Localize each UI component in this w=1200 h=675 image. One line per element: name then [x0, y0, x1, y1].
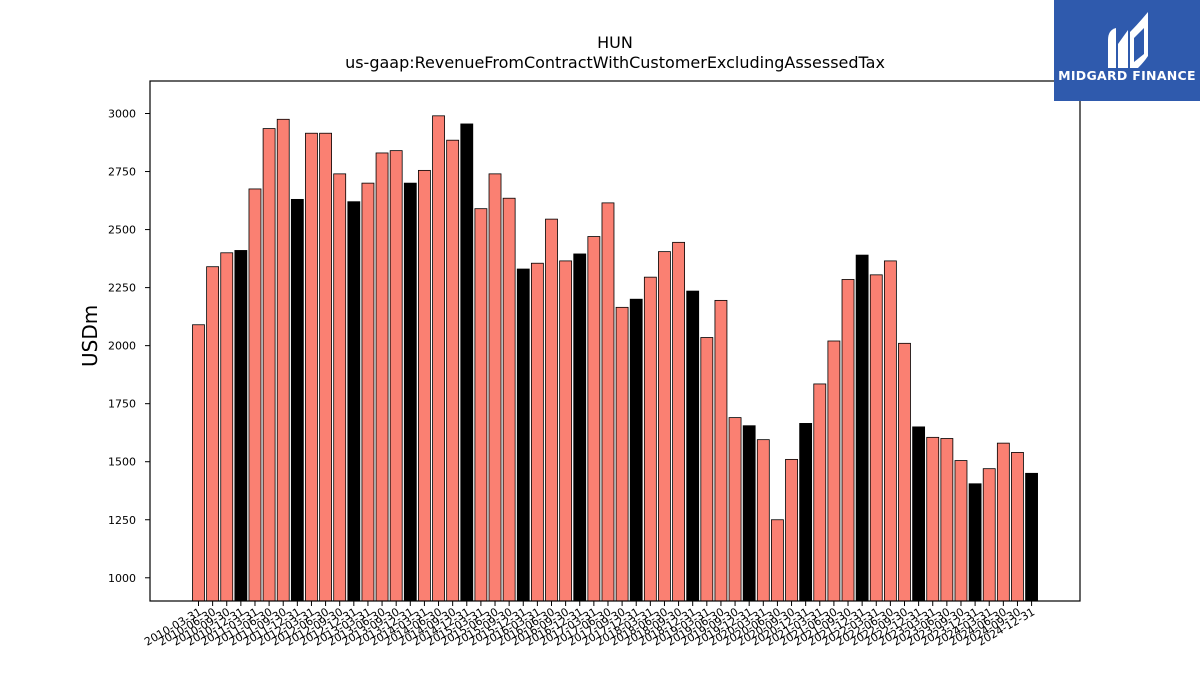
bar-2010-06-30: [206, 266, 220, 602]
bar-2024-12-31: [1025, 472, 1038, 602]
bar-2020-12-31: [799, 423, 813, 602]
bar-2021-03-31: [813, 383, 827, 602]
bar-2020-03-31: [756, 439, 770, 602]
bar-2016-12-31: [573, 253, 587, 602]
bar-2018-12-31: [686, 290, 700, 602]
y-tick-label: 1500: [108, 456, 136, 469]
bar-2015-12-31: [516, 268, 530, 602]
bar-2012-03-31: [305, 132, 318, 602]
bar-2017-12-31: [629, 298, 643, 602]
bar-2017-03-31: [587, 236, 601, 602]
bar-2013-03-31: [361, 182, 375, 602]
y-tick-label: 2250: [108, 282, 136, 295]
bar-2015-09-30: [502, 197, 516, 602]
bar-2024-09-30: [1011, 452, 1024, 602]
bar-2013-09-30: [389, 150, 403, 602]
bar-2022-06-30: [883, 260, 897, 602]
bar-2022-03-31: [869, 274, 883, 602]
bars-group: [192, 115, 1038, 602]
bar-2024-06-30: [996, 442, 1010, 602]
y-tick-label: 1750: [108, 398, 136, 411]
bar-2016-03-31: [530, 262, 544, 602]
bar-2019-12-31: [742, 425, 756, 602]
bar-2020-09-30: [785, 458, 798, 602]
bar-2019-09-30: [728, 417, 742, 602]
bar-2016-09-30: [559, 260, 573, 602]
bar-2013-06-30: [375, 152, 389, 602]
bar-2012-09-30: [333, 173, 347, 602]
bar-2011-03-31: [248, 188, 262, 602]
bar-2017-06-30: [601, 202, 615, 602]
plot-frame: [149, 80, 1081, 602]
bar-2011-12-31: [290, 198, 304, 602]
bar-2016-06-30: [545, 218, 558, 602]
bar-2014-12-31: [460, 123, 474, 602]
bar-2023-06-30: [940, 438, 954, 602]
bar-2015-06-30: [488, 173, 502, 602]
chart-title: HUN: [597, 33, 633, 52]
x-axis: 2010-03-312010-06-302010-09-302010-12-31…: [142, 601, 1037, 649]
bar-2022-12-31: [912, 426, 926, 602]
bar-2021-12-31: [855, 254, 869, 602]
y-tick-label: 2000: [108, 340, 136, 353]
bar-2012-06-30: [319, 132, 332, 602]
bar-2010-09-30: [220, 252, 234, 602]
bar-2018-09-30: [672, 241, 685, 602]
bar-2023-09-30: [954, 460, 968, 602]
logo-text: MIDGARD FINANCE: [1058, 68, 1196, 83]
bar-2014-06-30: [432, 115, 445, 602]
bar-2013-12-31: [403, 182, 417, 602]
bar-2012-12-31: [347, 201, 361, 602]
y-tick-label: 3000: [108, 108, 136, 121]
bar-2019-06-30: [714, 299, 728, 602]
chart-subtitle: us-gaap:RevenueFromContractWithCustomerE…: [345, 53, 885, 72]
bar-2018-06-30: [658, 251, 671, 602]
y-tick-label: 1250: [108, 514, 136, 527]
y-tick-label: 2750: [108, 166, 136, 179]
bar-2018-03-31: [643, 276, 657, 602]
bar-2014-09-30: [446, 139, 460, 602]
y-tick-label: 2500: [108, 224, 136, 237]
y-axis: 1000 1250 1500 1750 2000 2250 2500 2750 3000: [108, 108, 150, 585]
bar-2011-06-30: [262, 128, 276, 602]
bar-2021-06-30: [827, 340, 841, 602]
bar-2011-09-30: [276, 118, 290, 602]
bar-2024-03-31: [982, 468, 996, 602]
bar-2015-03-31: [474, 208, 488, 602]
bar-2010-03-31: [192, 324, 205, 602]
midgard-logo-mark-icon: [1108, 12, 1148, 68]
brand-logo: MIDGARD FINANCE: [1054, 0, 1200, 101]
bar-2014-03-31: [418, 169, 431, 602]
bar-2019-03-31: [700, 337, 714, 602]
bar-2023-03-31: [926, 436, 940, 602]
bar-2023-12-31: [968, 483, 982, 602]
y-tick-label: 1000: [108, 572, 136, 585]
bar-2022-09-30: [898, 342, 911, 602]
bar-2010-12-31: [234, 250, 248, 602]
bar-2021-09-30: [841, 279, 855, 602]
bar-2020-06-30: [771, 519, 784, 602]
bar-2017-09-30: [615, 306, 629, 602]
